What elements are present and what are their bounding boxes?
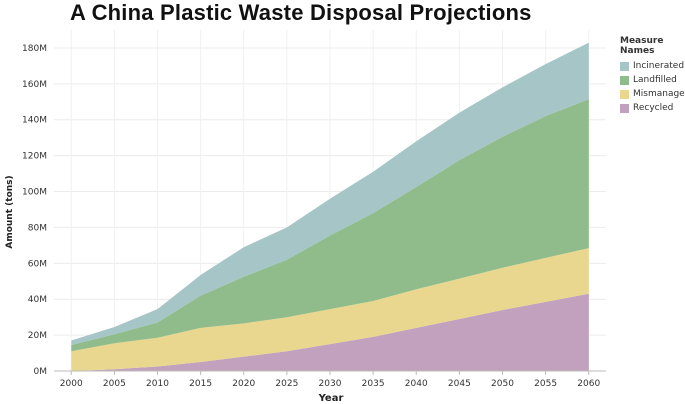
x-tick-label: 2000 bbox=[60, 379, 83, 389]
x-tick-label: 2015 bbox=[189, 379, 212, 389]
x-tick-label: 2055 bbox=[534, 379, 557, 389]
y-axis: 0M 20M 40M 60M 80M 100M 120M 140M 160M 180M bbox=[22, 44, 47, 377]
y-tick-label: 180M bbox=[22, 44, 47, 54]
legend-label: Recycled bbox=[633, 103, 674, 113]
chart-title: A China Plastic Waste Disposal Projectio… bbox=[70, 0, 532, 25]
y-tick-label: 140M bbox=[22, 116, 47, 126]
legend-item-incinerated[interactable]: Incinerated bbox=[620, 59, 685, 73]
legend-item-landfilled[interactable]: Landfilled bbox=[620, 73, 685, 87]
area-mismanaged bbox=[71, 248, 589, 371]
x-tick-label: 2050 bbox=[491, 379, 514, 389]
area-landfilled bbox=[71, 99, 589, 352]
legend-title: Measure Names bbox=[620, 36, 664, 56]
legend-label: Mismanaged bbox=[633, 89, 685, 99]
y-tick-label: 60M bbox=[28, 259, 47, 269]
x-tick-label: 2045 bbox=[448, 379, 471, 389]
x-axis-label: Year bbox=[318, 393, 344, 404]
legend-swatch bbox=[620, 75, 629, 85]
area-incinerated bbox=[71, 42, 589, 345]
legend-label: Landfilled bbox=[633, 75, 677, 85]
y-tick-label: 160M bbox=[22, 80, 47, 90]
legend: Measure Names Incinerated Landfilled Misma… bbox=[620, 36, 685, 115]
legend-item-mismanaged[interactable]: Mismanaged bbox=[620, 87, 685, 101]
x-tick-label: 2035 bbox=[362, 379, 385, 389]
x-tick-label: 2010 bbox=[146, 379, 169, 389]
y-tick-label: 120M bbox=[22, 152, 47, 162]
legend-label: Incinerated bbox=[633, 61, 685, 71]
area-recycled bbox=[71, 293, 589, 371]
y-tick-label: 40M bbox=[28, 295, 47, 305]
legend-item-recycled[interactable]: Recycled bbox=[620, 101, 685, 115]
y-tick-label: 20M bbox=[28, 331, 47, 341]
legend-swatch bbox=[620, 103, 629, 113]
y-tick-label: 80M bbox=[28, 223, 47, 233]
x-tick-label: 2025 bbox=[275, 379, 298, 389]
x-tick-label: 2005 bbox=[103, 379, 126, 389]
y-tick-label: 0M bbox=[34, 367, 48, 377]
y-axis-label: Amount (tons) bbox=[5, 175, 15, 248]
x-axis: 2000 2005 2010 2015 2020 2025 2030 2035 2040 2045… bbox=[54, 370, 606, 389]
x-tick-label: 2030 bbox=[319, 379, 342, 389]
x-tick-label: 2020 bbox=[232, 379, 255, 389]
legend-swatch bbox=[620, 89, 629, 99]
x-tick-label: 2060 bbox=[577, 379, 600, 389]
x-tick-label: 2040 bbox=[405, 379, 428, 389]
y-tick-label: 100M bbox=[22, 188, 47, 198]
areas bbox=[71, 42, 589, 371]
legend-swatch bbox=[620, 61, 629, 71]
